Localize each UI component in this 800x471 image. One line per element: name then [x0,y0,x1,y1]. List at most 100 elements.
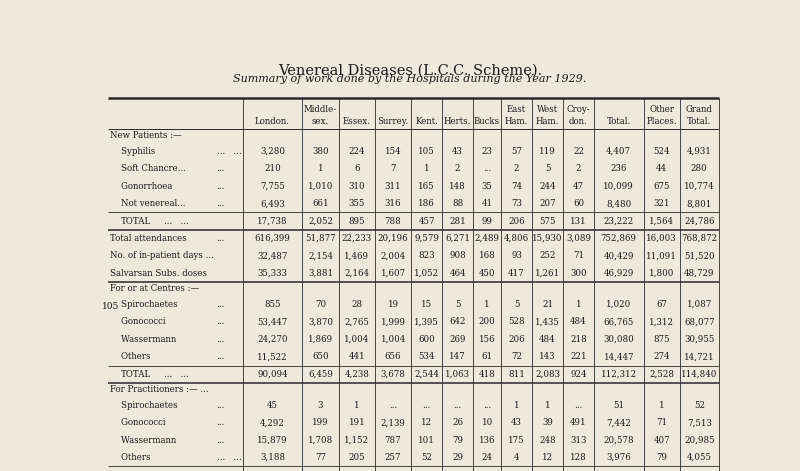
Text: For or at Centres :—: For or at Centres :— [110,284,199,293]
Text: 1,435: 1,435 [535,317,560,326]
Text: 441: 441 [349,352,365,361]
Text: Grand: Grand [686,105,713,114]
Text: 99: 99 [482,217,493,226]
Text: 1: 1 [659,401,665,410]
Text: 1,708: 1,708 [308,436,333,445]
Text: 207: 207 [539,199,556,208]
Text: 1,020: 1,020 [606,300,631,309]
Text: 274: 274 [654,352,670,361]
Text: 10,099: 10,099 [603,182,634,191]
Text: don.: don. [569,117,588,126]
Text: 200: 200 [478,317,495,326]
Text: Essex.: Essex. [342,117,370,126]
Text: 79: 79 [656,453,667,462]
Text: ...: ... [217,401,225,410]
Text: 236: 236 [610,164,627,173]
Text: 22: 22 [573,147,584,156]
Text: 616,399: 616,399 [254,234,290,243]
Text: 136: 136 [479,436,495,445]
Text: 1,087: 1,087 [686,300,712,309]
Text: 908: 908 [450,252,466,260]
Text: 15,879: 15,879 [257,436,288,445]
Text: 14,447: 14,447 [603,352,634,361]
Text: 93: 93 [511,252,522,260]
Text: Total.: Total. [687,117,711,126]
Text: 380: 380 [312,147,329,156]
Text: 1,004: 1,004 [381,335,406,344]
Text: 46,929: 46,929 [603,269,634,278]
Text: 71: 71 [656,418,667,427]
Text: sex.: sex. [312,117,329,126]
Text: 199: 199 [312,418,329,427]
Text: Salvarsan Subs. doses: Salvarsan Subs. doses [110,269,207,278]
Text: 2: 2 [514,164,519,173]
Text: 4,055: 4,055 [686,453,712,462]
Text: ...: ... [483,401,491,410]
Text: 407: 407 [654,436,670,445]
Text: 1,063: 1,063 [445,370,470,379]
Text: London.: London. [255,117,290,126]
Text: 29: 29 [452,453,463,462]
Text: 105: 105 [102,302,119,311]
Text: 191: 191 [348,418,365,427]
Text: 186: 186 [418,199,435,208]
Text: 60: 60 [573,199,584,208]
Text: 26: 26 [452,418,463,427]
Text: 224: 224 [349,147,365,156]
Text: 1,152: 1,152 [344,436,370,445]
Text: ...: ... [483,164,491,173]
Text: 1,869: 1,869 [308,335,333,344]
Text: 112,312: 112,312 [601,370,637,379]
Text: 1: 1 [424,164,430,173]
Text: 148: 148 [450,182,466,191]
Text: 24: 24 [482,453,493,462]
Text: 524: 524 [654,147,670,156]
Text: 20,196: 20,196 [378,234,408,243]
Text: Venereal Diseases (L.C.C. Scheme).: Venereal Diseases (L.C.C. Scheme). [278,64,542,78]
Text: 7: 7 [390,164,396,173]
Text: ...: ... [217,352,225,361]
Text: 156: 156 [478,335,495,344]
Text: 768,872: 768,872 [682,234,718,243]
Text: 16,003: 16,003 [646,234,677,243]
Text: 464: 464 [450,269,466,278]
Text: 77: 77 [315,453,326,462]
Text: Herts.: Herts. [444,117,471,126]
Text: 257: 257 [385,453,402,462]
Text: 855: 855 [264,300,281,309]
Text: 48,729: 48,729 [684,269,714,278]
Text: 21: 21 [542,300,553,309]
Text: 40,429: 40,429 [603,252,634,260]
Text: ...: ... [217,335,225,344]
Text: Kent.: Kent. [415,117,438,126]
Text: 47: 47 [573,182,584,191]
Text: 8,480: 8,480 [606,199,631,208]
Text: 131: 131 [570,217,586,226]
Text: 7,513: 7,513 [687,418,712,427]
Text: 119: 119 [539,147,556,156]
Text: ...: ... [389,401,397,410]
Text: 1,052: 1,052 [414,269,439,278]
Text: 3,089: 3,089 [566,234,591,243]
Text: 68,077: 68,077 [684,317,714,326]
Text: 6,271: 6,271 [445,234,470,243]
Text: 1,004: 1,004 [344,335,370,344]
Text: 88: 88 [452,199,463,208]
Text: 5: 5 [514,300,519,309]
Text: 1: 1 [484,300,490,309]
Text: 41: 41 [482,199,493,208]
Text: ...   ...: ... ... [217,147,242,156]
Text: 20,985: 20,985 [684,436,714,445]
Text: 74: 74 [511,182,522,191]
Text: 43: 43 [511,418,522,427]
Text: 51,520: 51,520 [684,252,714,260]
Text: 44: 44 [656,164,667,173]
Text: 35: 35 [482,182,493,191]
Text: 4,292: 4,292 [260,418,285,427]
Text: ...   ...: ... ... [164,217,189,226]
Text: 600: 600 [418,335,435,344]
Text: Gonorrhoea: Gonorrhoea [110,182,172,191]
Text: 2,489: 2,489 [474,234,499,243]
Text: 1,469: 1,469 [344,252,370,260]
Text: ...   ...: ... ... [217,453,242,462]
